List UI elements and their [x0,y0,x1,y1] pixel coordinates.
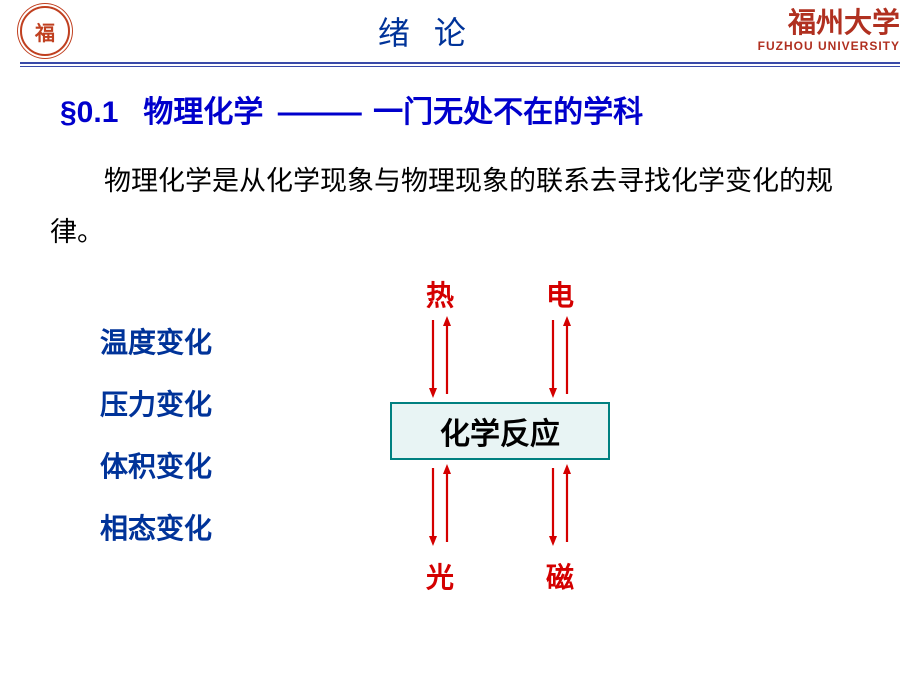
label-light: 光 [426,556,454,596]
university-name-en: FUZHOU UNIVERSITY [758,40,900,53]
section-number: §0.1 [60,96,118,129]
list-item: 压力变化 [100,383,330,423]
diagram: 热 电 光 磁 化学反应 [330,274,670,594]
list-item: 体积变化 [100,445,330,485]
arrow-down-icon [548,464,558,546]
body-text: 物理化学是从化学现象与物理现象的联系去寻找化学变化的规律。 [50,156,870,259]
list-item: 相态变化 [100,507,330,547]
heading-dash: ——— [278,96,359,129]
heading-part1: 物理化学 [143,96,263,129]
arrow-up-icon [562,316,572,398]
arrows-bottom-left [428,464,452,546]
university-name-cn: 福州大学 [758,9,900,40]
header: 福 绪论 福州大学 FUZHOU UNIVERSITY [0,0,920,62]
label-magnetism: 磁 [546,556,574,596]
center-box: 化学反应 [390,402,610,460]
content: §0.1 物理化学 ——— 一门无处不在的学科 物理化学是从化学现象与物理现象的… [0,67,920,614]
university-logo-right: 福州大学 FUZHOU UNIVERSITY [758,9,900,53]
list-item: 温度变化 [100,321,330,361]
arrow-down-icon [428,464,438,546]
heading-part2: 一门无处不在的学科 [373,96,643,129]
arrow-up-icon [442,316,452,398]
label-electricity: 电 [546,274,574,314]
arrows-top-left [428,316,452,398]
university-seal-icon: 福 [20,6,70,56]
center-box-label: 化学反应 [440,409,560,453]
arrow-down-icon [548,316,558,398]
label-heat: 热 [426,274,454,314]
arrow-down-icon [428,316,438,398]
arrow-up-icon [562,464,572,546]
section-heading: §0.1 物理化学 ——— 一门无处不在的学科 [60,87,870,131]
diagram-area: 温度变化 压力变化 体积变化 相态变化 热 电 光 磁 化学反应 [50,274,870,594]
arrows-bottom-right [548,464,572,546]
page-title: 绪论 [70,8,758,54]
arrow-up-icon [442,464,452,546]
left-list: 温度变化 压力变化 体积变化 相态变化 [50,299,330,569]
arrows-top-right [548,316,572,398]
